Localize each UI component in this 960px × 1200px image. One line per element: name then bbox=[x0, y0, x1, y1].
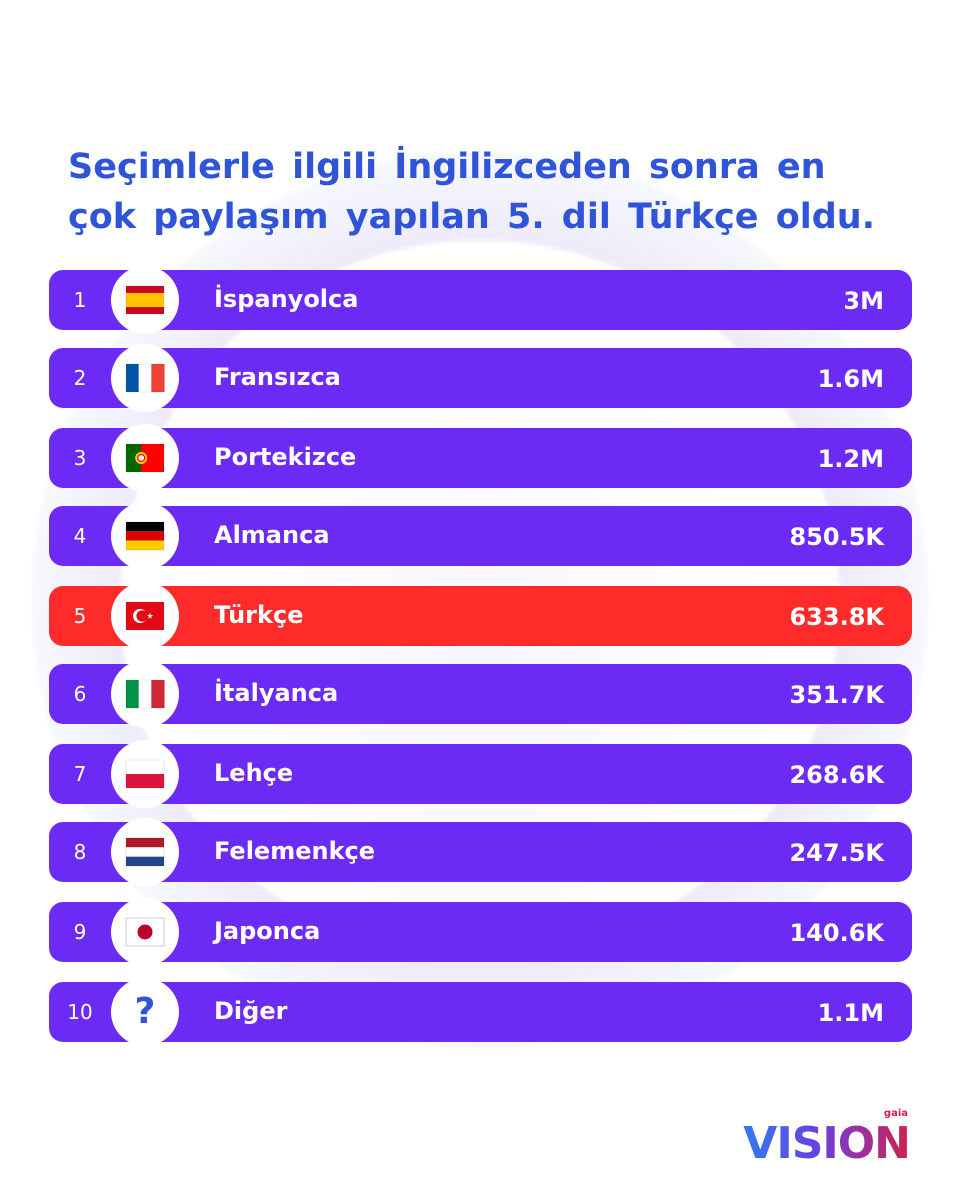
row-rank: 5 bbox=[73, 604, 87, 628]
row-language: Felemenkçe bbox=[214, 837, 376, 865]
row-language: Fransızca bbox=[214, 363, 341, 391]
ranking-row: 1 İspanyolca 3M bbox=[49, 266, 912, 334]
row-language: Türkçe bbox=[214, 601, 304, 629]
ranking-row: 5 Türkçe 633.8K bbox=[49, 582, 912, 650]
row-rank: 2 bbox=[73, 366, 87, 390]
row-value: 1.2M bbox=[817, 445, 884, 473]
ranking-row: 9 Japonca 140.6K bbox=[49, 898, 912, 966]
row-language: Lehçe bbox=[214, 759, 294, 787]
japan-flag-icon bbox=[111, 898, 179, 966]
poland-flag-icon bbox=[111, 740, 179, 808]
spain-flag-icon bbox=[111, 266, 179, 334]
ranking-row: 4 Almanca 850.5K bbox=[49, 502, 912, 570]
portugal-flag-icon bbox=[111, 424, 179, 492]
turkey-flag-icon bbox=[111, 582, 179, 650]
logo-subtext: gaia bbox=[883, 1108, 908, 1119]
ranking-row: 7 Lehçe 268.6K bbox=[49, 740, 912, 808]
ranking-row: 10? Diğer 1.1M bbox=[49, 978, 912, 1046]
row-rank: 9 bbox=[73, 920, 87, 944]
italy-flag-icon bbox=[111, 660, 179, 728]
row-value: 1.1M bbox=[817, 999, 884, 1027]
ranking-row: 3 Portekizce 1.2M bbox=[49, 424, 912, 492]
svg-text:?: ? bbox=[135, 991, 156, 1032]
row-value: 850.5K bbox=[789, 523, 884, 551]
row-value: 351.7K bbox=[789, 681, 884, 709]
row-value: 633.8K bbox=[789, 603, 884, 631]
row-language: Portekizce bbox=[214, 443, 357, 471]
row-rank: 3 bbox=[73, 446, 87, 470]
row-rank: 4 bbox=[73, 524, 87, 548]
title-line-1: Seçimlerle ilgili İngilizceden sonra en bbox=[68, 147, 826, 187]
row-rank: 1 bbox=[73, 288, 87, 312]
row-rank: 10 bbox=[67, 1000, 93, 1024]
ranking-row: 8 Felemenkçe 247.5K bbox=[49, 818, 912, 886]
title-line-2: çok paylaşım yapılan 5. dil Türkçe oldu. bbox=[68, 197, 876, 237]
row-value: 140.6K bbox=[789, 919, 884, 947]
netherlands-flag-icon bbox=[111, 818, 179, 886]
row-rank: 7 bbox=[73, 762, 87, 786]
question-mark-icon: ? bbox=[111, 978, 179, 1046]
page-title: Seçimlerle ilgili İngilizceden sonra en … bbox=[68, 142, 908, 242]
row-value: 268.6K bbox=[789, 761, 884, 789]
germany-flag-icon bbox=[111, 502, 179, 570]
row-language: Diğer bbox=[214, 997, 288, 1025]
logo-wordmark: VISION bbox=[743, 1118, 911, 1169]
france-flag-icon bbox=[111, 344, 179, 412]
row-language: Almanca bbox=[214, 521, 330, 549]
row-value: 247.5K bbox=[789, 839, 884, 867]
row-language: Japonca bbox=[214, 917, 321, 945]
ranking-row: 6 İtalyanca 351.7K bbox=[49, 660, 912, 728]
row-language: İtalyanca bbox=[214, 679, 339, 707]
row-rank: 8 bbox=[73, 840, 87, 864]
ranking-row: 2 Fransızca 1.6M bbox=[49, 344, 912, 412]
row-value: 1.6M bbox=[817, 365, 884, 393]
row-language: İspanyolca bbox=[214, 285, 359, 313]
row-value: 3M bbox=[843, 287, 884, 315]
row-rank: 6 bbox=[73, 682, 87, 706]
